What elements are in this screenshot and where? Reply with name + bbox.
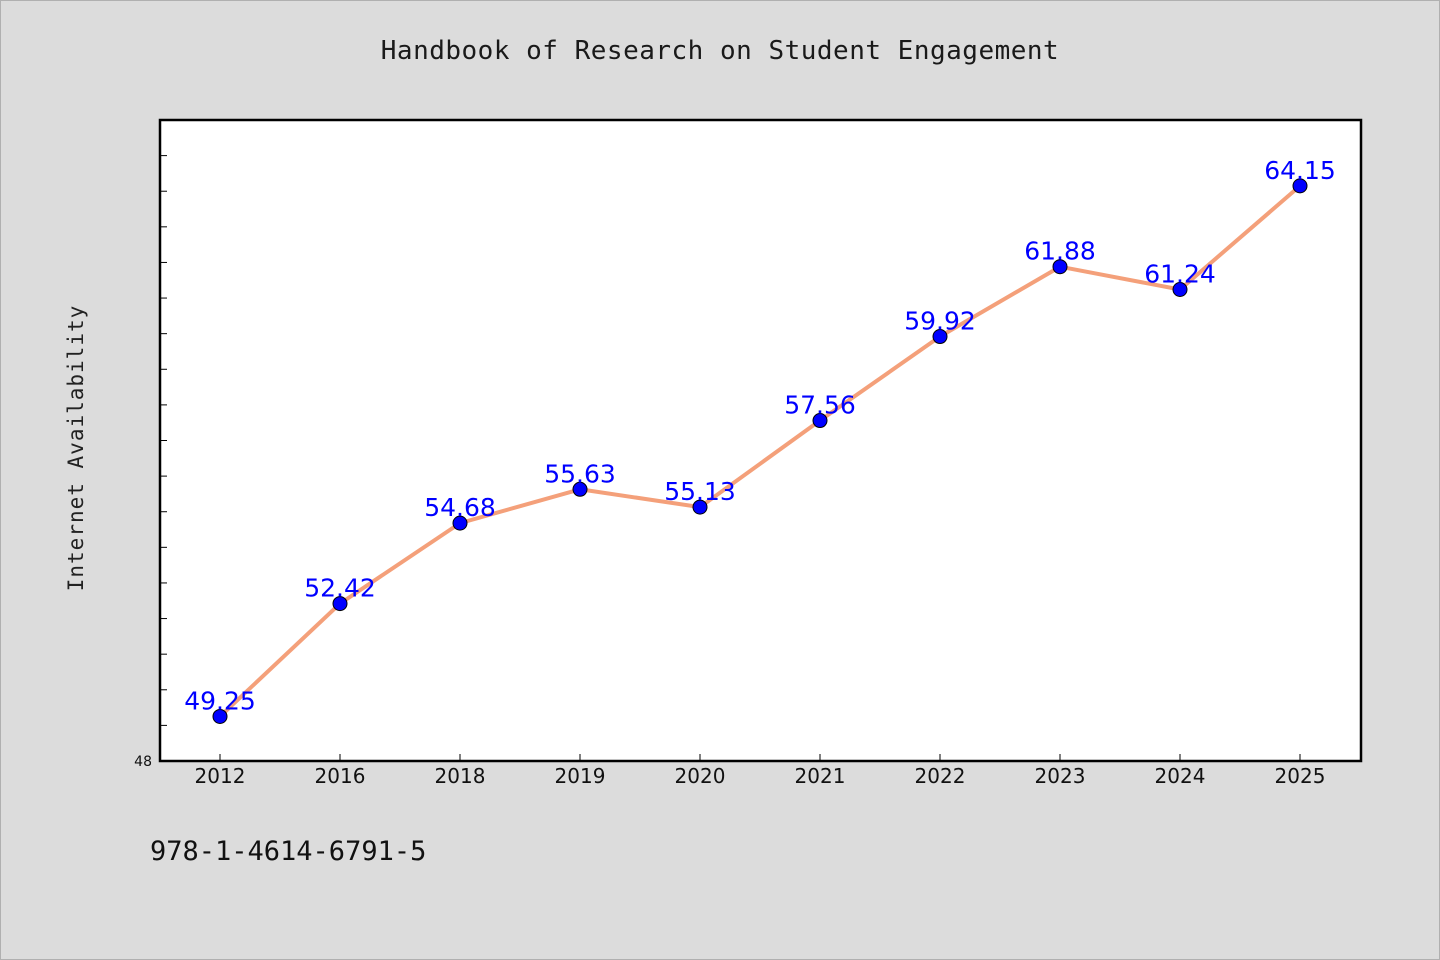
isbn-text: 978-1-4614-6791-5	[150, 836, 427, 867]
chart-title: Handbook of Research on Student Engageme…	[380, 36, 1060, 66]
data-point	[572, 481, 588, 497]
data-label: 59.92	[904, 307, 976, 336]
data-point	[212, 708, 228, 724]
data-point	[1172, 282, 1188, 298]
x-tick-label: 2023	[1035, 764, 1086, 788]
series-line	[218, 184, 1302, 718]
data-point	[1052, 259, 1068, 275]
plot-area	[158, 118, 1363, 763]
x-tick-label: 2016	[315, 764, 366, 788]
data-label: 54.68	[424, 493, 496, 522]
data-point	[1292, 178, 1308, 194]
data-label: 49.25	[184, 686, 256, 715]
data-point	[332, 596, 348, 612]
x-tick-label: 2025	[1275, 764, 1326, 788]
data-point	[452, 515, 468, 531]
data-label: 61.88	[1024, 237, 1096, 266]
x-tick-label: 2020	[675, 764, 726, 788]
data-point	[932, 329, 948, 345]
x-tick-label: 2024	[1155, 764, 1206, 788]
data-label: 64.15	[1264, 156, 1336, 185]
data-label: 55.13	[664, 477, 736, 506]
x-tick-label: 2012	[195, 764, 246, 788]
y-tick-label: 48	[134, 754, 152, 770]
x-tick-label: 2019	[555, 764, 606, 788]
data-label: 61.24	[1144, 260, 1216, 289]
x-tick-label: 2021	[795, 764, 846, 788]
data-label: 55.63	[544, 459, 616, 488]
data-label: 57.56	[784, 391, 856, 420]
data-point	[692, 499, 708, 515]
data-label: 52.42	[304, 574, 376, 603]
x-tick-label: 2022	[915, 764, 966, 788]
data-point	[812, 413, 828, 429]
x-tick-label: 2018	[435, 764, 486, 788]
